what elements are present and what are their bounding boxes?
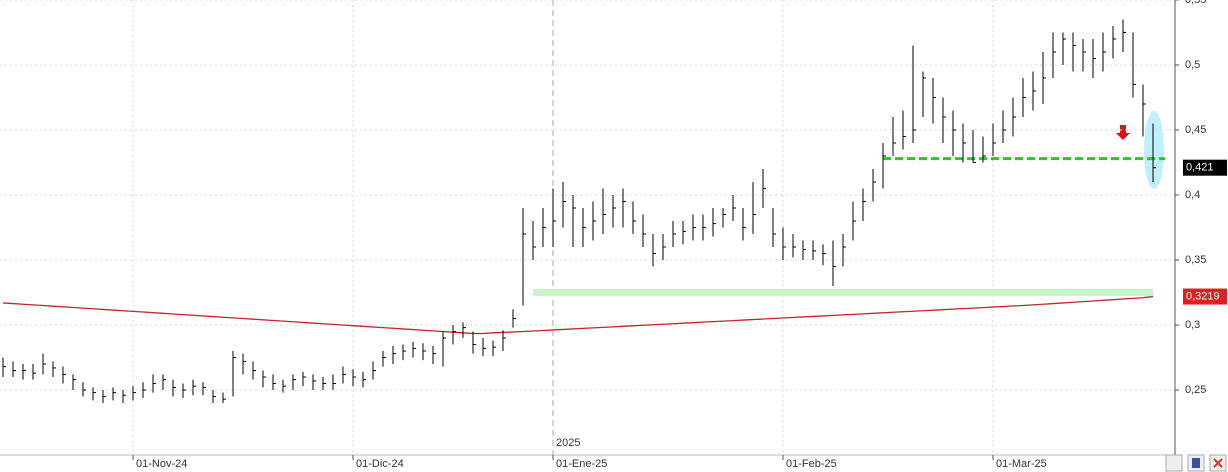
y-tick-label: 0,45: [1185, 124, 1206, 136]
y-tick-label: 0,25: [1185, 384, 1206, 396]
y-tick-label: 0,4: [1185, 189, 1200, 201]
x-tick-label: 01-Ene-25: [556, 458, 607, 470]
x-tick-label: 01-Dic-24: [356, 458, 404, 470]
year-label: 2025: [556, 437, 580, 449]
ma-last-label: 0,3219: [1186, 290, 1220, 302]
save-icon: [1192, 458, 1200, 468]
x-tick-label: 01-Feb-25: [786, 458, 837, 470]
moving-average: [2, 295, 1154, 335]
y-tick-label: 0,35: [1185, 254, 1206, 266]
close-icon: [1213, 458, 1223, 468]
last-price-box: [1183, 159, 1227, 176]
x-tick-label: 01-Mar-25: [996, 458, 1047, 470]
y-tick-label: 0,5: [1185, 59, 1200, 71]
y-tick-label: 0,3: [1185, 319, 1200, 331]
highlight-ellipse: [1144, 111, 1164, 189]
icon-button[interactable]: [1165, 454, 1183, 472]
ma-last-box: [1183, 288, 1227, 305]
x-tick-label: 01-Nov-24: [136, 458, 187, 470]
last-price-label: 0,421: [1186, 162, 1214, 174]
y-tick-label: 0,55: [1185, 0, 1206, 6]
down-arrow: [1116, 125, 1130, 140]
